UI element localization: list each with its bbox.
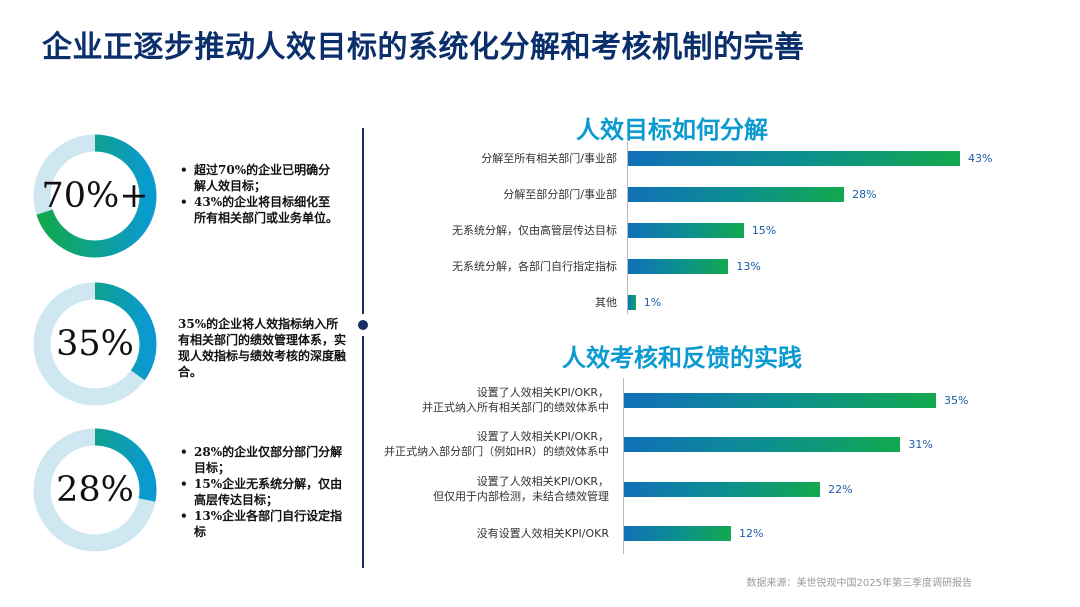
chart-axis-decomposition: [627, 142, 628, 314]
donut-value-arc: [33, 134, 157, 258]
bar-value-label: 35%: [944, 393, 969, 407]
category-label: 分解至部分部门/事业部: [503, 187, 617, 201]
chart-title-decomposition: 人效目标如何分解: [576, 116, 768, 144]
stat-description-35: 35%的企业将人效指标纳入所有相关部门的绩效管理体系，实现人效指标与绩效考核的深…: [178, 317, 347, 379]
bar-value-label: 1%: [643, 295, 662, 309]
donut-value-label: 28%: [56, 470, 134, 510]
bullet-item: 超过70%的企业已明确分解人效目标；: [178, 162, 338, 194]
category-label: 无系统分解，各部门自行指定指标: [452, 259, 617, 273]
divider-line-bottom: [362, 336, 364, 568]
bullet-item: 13%企业各部门自行设定指标: [178, 508, 348, 540]
chart-title-assessment: 人效考核和反馈的实践: [562, 344, 802, 372]
donut-value-arc: [33, 428, 157, 552]
donut-chart-70: 70%+: [33, 134, 157, 258]
donut-value-label: 35%: [56, 324, 134, 364]
chart-axis-assessment: [623, 378, 624, 554]
data-source-note: 数据来源：美世锐观中国2025年第三季度调研报告: [746, 578, 972, 589]
bar-value-label: 28%: [852, 187, 877, 201]
bar: [624, 392, 936, 408]
category-label: 其他: [595, 295, 617, 309]
bar-value-label: 15%: [751, 223, 777, 237]
page-title: 企业正逐步推动人效目标的系统化分解和考核机制的完善: [42, 30, 805, 65]
bar: [628, 150, 960, 166]
donut-chart-28: 28%: [33, 428, 157, 552]
divider-line-top: [362, 128, 364, 314]
bar: [624, 481, 821, 497]
bullet-item: 15%企业无系统分解，仅由高层传达目标；: [178, 476, 348, 508]
category-label: 设置了人效相关KPI/OKR， 并正式纳入所有相关部门的绩效体系中: [422, 386, 609, 414]
bar: [628, 222, 744, 238]
bar-value-label: 12%: [738, 526, 764, 540]
donut-value-label: 70%+: [41, 176, 149, 216]
bar: [624, 436, 901, 452]
bar-value-label: 31%: [908, 437, 933, 451]
bullet-item: 28%的企业仅部分部门分解目标；: [178, 444, 348, 476]
bar: [624, 525, 731, 541]
bar: [628, 186, 845, 202]
bar: [628, 258, 729, 274]
donut-chart-35: 35%: [33, 282, 157, 406]
bullet-item: 43%的企业将目标细化至所有相关部门或业务单位。: [178, 194, 338, 226]
bar-value-label: 13%: [736, 259, 761, 273]
category-label: 没有设置人效相关KPI/OKR: [476, 526, 609, 540]
category-label: 设置了人效相关KPI/OKR， 但仅用于内部检测，未结合绩效管理: [433, 475, 609, 503]
bar-value-label: 43%: [968, 151, 993, 165]
donut-value-arc: [33, 282, 157, 406]
bar: [628, 294, 636, 310]
stat-bullets-28: 28%的企业仅部分部门分解目标； 15%企业无系统分解，仅由高层传达目标； 13…: [178, 444, 348, 540]
divider-dot: [358, 320, 368, 330]
category-label: 设置了人效相关KPI/OKR， 并正式纳入部分部门（例如HR）的绩效体系中: [384, 430, 609, 458]
category-label: 分解至所有相关部门/事业部: [481, 151, 617, 165]
stat-bullets-70: 超过70%的企业已明确分解人效目标； 43%的企业将目标细化至所有相关部门或业务…: [178, 162, 338, 226]
category-label: 无系统分解，仅由高管层传达目标: [452, 223, 617, 237]
bar-value-label: 22%: [828, 482, 853, 496]
